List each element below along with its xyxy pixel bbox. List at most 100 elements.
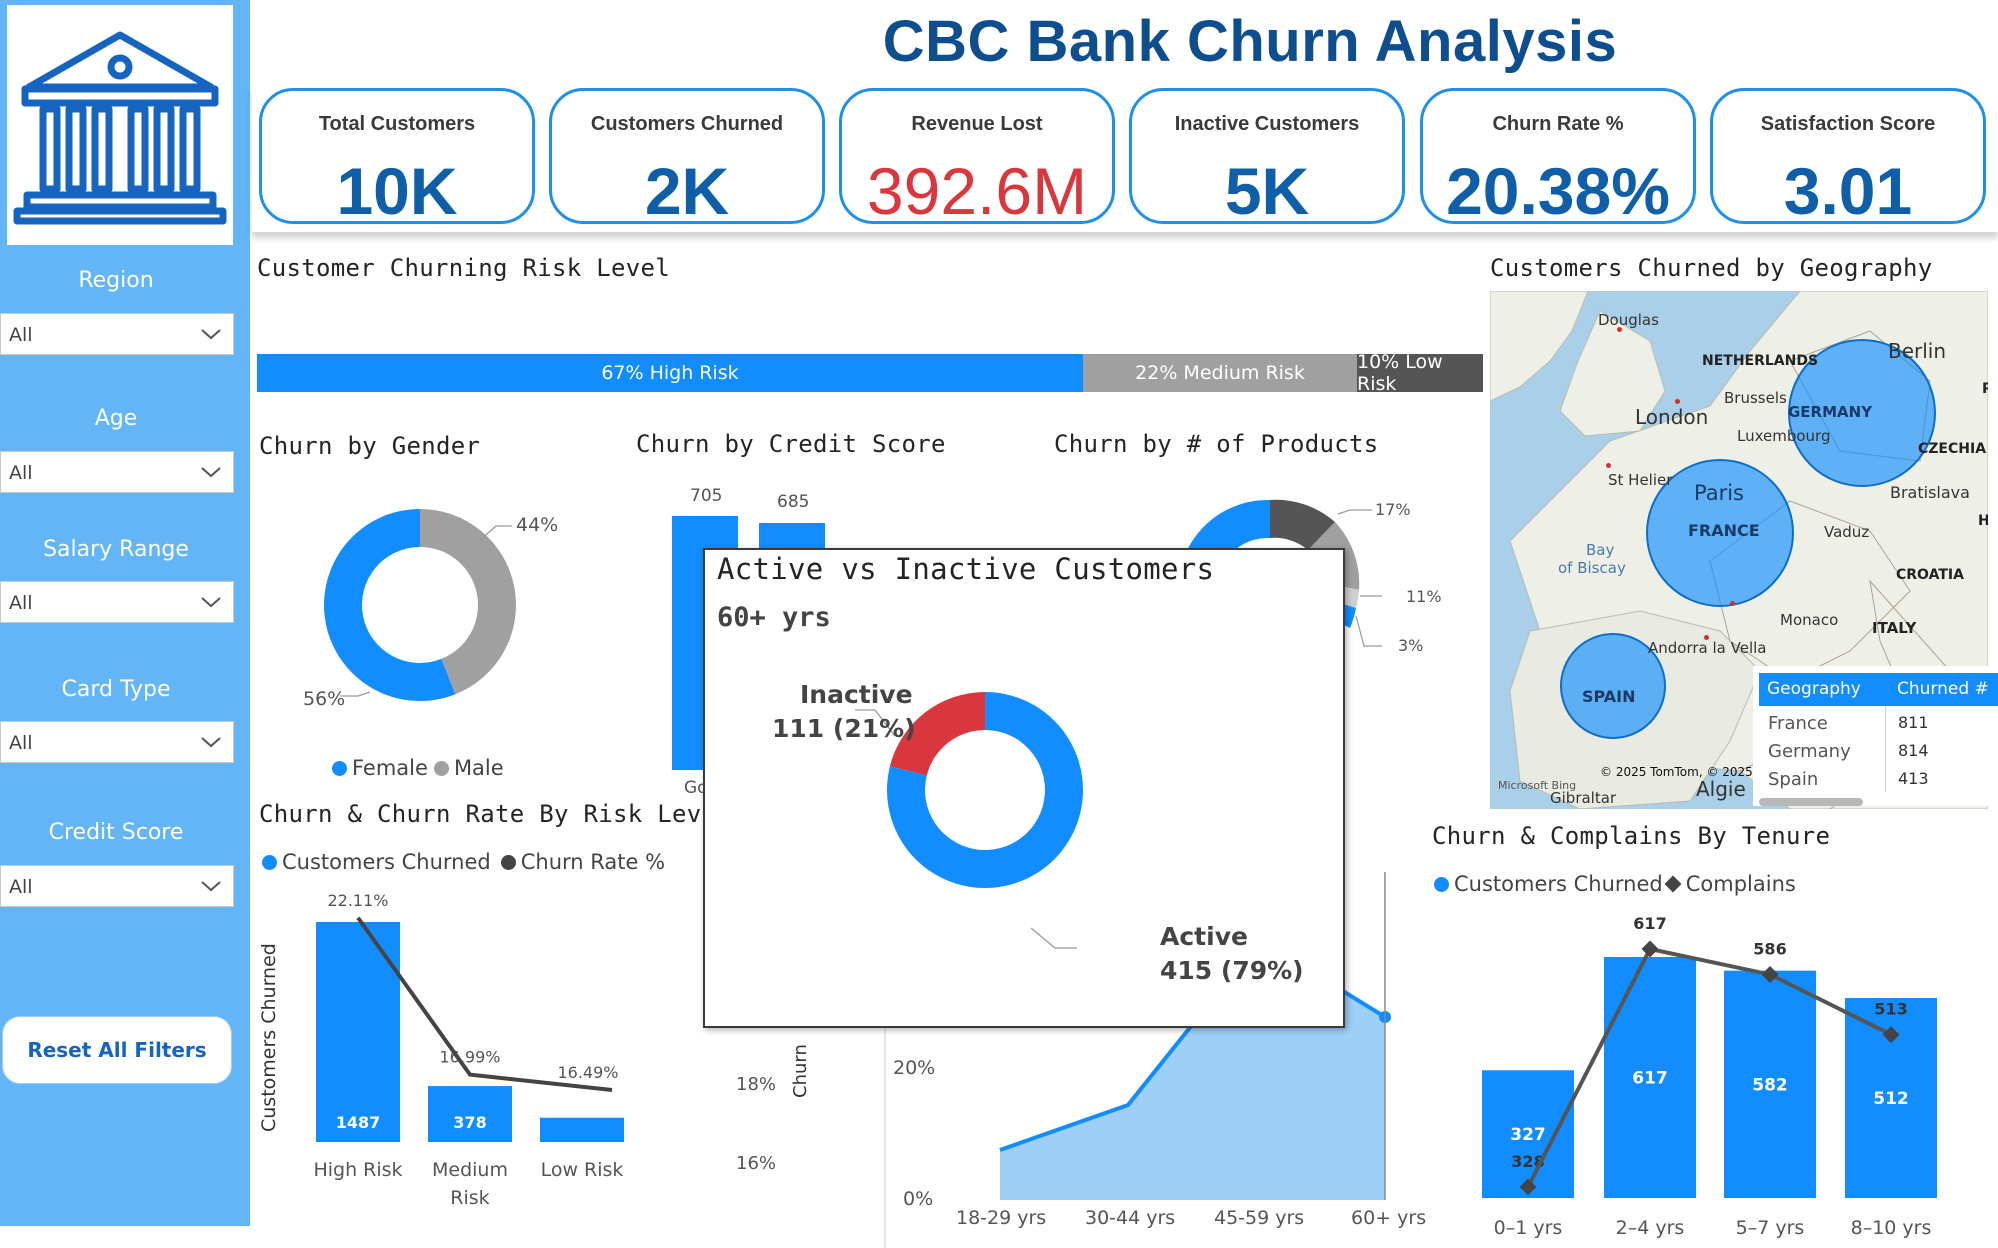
risk-rate-combo-chart: 1487 22.11% High Risk 378 16.99% Medium Risk 16… [313, 891, 624, 1209]
risk-rate-y-label: Customers Churned [258, 943, 280, 1132]
risk-bar[interactable] [540, 1117, 624, 1142]
map-label: Paris [1694, 481, 1744, 505]
age-x-label: 60+ yrs [1351, 1207, 1427, 1229]
map-label: Vaduz [1824, 523, 1870, 541]
map-label: Monaco [1780, 611, 1839, 629]
map-label: St Helier [1608, 471, 1673, 489]
kpi-label: Satisfaction Score [1760, 113, 1936, 135]
churn-rate-line[interactable] [356, 916, 613, 1092]
credit-bar-label: 685 [777, 492, 810, 512]
legend-female[interactable]: Female [352, 756, 428, 780]
map-attribution-tomtom: © 2025 TomTom, © 2025 [1600, 765, 1753, 779]
active-slice[interactable] [887, 692, 1083, 888]
kpi-card-customers-churned: Customers Churned 2K [549, 88, 825, 228]
tenure-x-label: 8–10 yrs [1851, 1217, 1932, 1239]
tenure-x-label: 2–4 yrs [1616, 1217, 1685, 1239]
kpi-value: 3.01 [1783, 154, 1913, 228]
risk-x-label: Low Risk [541, 1159, 624, 1181]
risk-rate-label: 16.49% [557, 1063, 618, 1082]
risk-x-label: Medium [432, 1159, 508, 1181]
chevron-down-icon [201, 329, 221, 340]
risk-segment-low[interactable]: 10% Low Risk [1357, 351, 1483, 395]
chevron-down-icon [201, 737, 221, 748]
city-dot [1606, 463, 1611, 468]
table-header-churned[interactable]: Churned # [1897, 679, 1989, 699]
legend-swatch-customers-churned [1434, 876, 1449, 892]
chevron-down-icon [201, 467, 221, 478]
legend-complains[interactable]: Complains [1685, 872, 1796, 896]
map-label: P [1982, 381, 1988, 397]
map-label: CZECHIA [1918, 441, 1987, 457]
salary-range-dropdown-value: All [9, 592, 33, 614]
tenure-bar-value: 512 [1873, 1089, 1909, 1109]
card-type-dropdown[interactable]: All [0, 721, 234, 763]
credit-chart-title: Churn by Credit Score [636, 430, 946, 458]
age-x-label: 18-29 yrs [956, 1207, 1047, 1229]
risk-x-label: High Risk [313, 1159, 402, 1181]
filter-sidebar: Region All Age All Salary Range All Card… [0, 0, 250, 1226]
products-label: 17% [1375, 500, 1411, 519]
tenure-bar[interactable] [1724, 970, 1816, 1198]
table-scrollbar[interactable] [1759, 798, 1863, 806]
kpi-value: 392.6M [866, 154, 1088, 228]
legend-churn-rate[interactable]: Churn Rate % [520, 850, 666, 874]
tenure-x-label: 0–1 yrs [1494, 1217, 1563, 1239]
salary-range-dropdown[interactable]: All [0, 581, 234, 623]
complains-line[interactable] [1526, 946, 1892, 1188]
complains-label: 513 [1874, 1000, 1907, 1019]
credit-score-dropdown-value: All [9, 876, 33, 898]
gender-slice-male[interactable] [420, 509, 517, 695]
tenure-x-label: 5–7 yrs [1736, 1217, 1805, 1239]
age-dropdown[interactable]: All [0, 451, 234, 493]
tenure-bar-value: 327 [1510, 1125, 1546, 1145]
risk-segment-medium[interactable]: 22% Medium Risk [1083, 354, 1357, 392]
table-cell: France [1768, 713, 1828, 734]
bank-logo [7, 5, 233, 245]
legend-swatch-female [332, 760, 347, 776]
products-slice[interactable] [1270, 499, 1335, 550]
map-label: Douglas [1598, 311, 1659, 329]
gender-slice-female[interactable] [324, 509, 456, 701]
credit-tick-label: Go [684, 778, 708, 798]
map-bubble-germany[interactable] [1788, 339, 1936, 487]
map-label: Berlin [1888, 339, 1947, 363]
table-header-geography[interactable]: Geography [1767, 679, 1861, 699]
filter-label-credit-score: Credit Score [48, 820, 184, 845]
tenure-legend: Customers Churned Complains [1434, 872, 1796, 896]
inactive-slice[interactable] [889, 692, 985, 776]
map-bubble-spain[interactable] [1560, 633, 1666, 739]
tenure-combo-chart: 327 328 0–1 yrs 617 617 2–4 yrs 582 586 5–7 yrs 5… [1482, 914, 1937, 1239]
age-y-label: 18% [736, 1074, 777, 1095]
region-dropdown[interactable]: All [0, 313, 234, 355]
legend-customers-churned[interactable]: Customers Churned [282, 850, 491, 874]
complains-label: 586 [1753, 939, 1786, 958]
active-inactive-donut [887, 692, 1083, 888]
chevron-down-icon [201, 597, 221, 608]
map-label: of Biscay [1558, 559, 1626, 577]
kpi-card-inactive-customers: Inactive Customers 5K [1129, 88, 1405, 228]
map-label: NETHERLANDS [1702, 353, 1819, 369]
risk-bar[interactable] [428, 1086, 512, 1142]
tooltip-active-vs-inactive: Active vs Inactive Customers 60+ yrs Ina… [703, 548, 1345, 1028]
filter-label-salary-range: Salary Range [43, 537, 189, 562]
risk-segment-high[interactable]: 67% High Risk [257, 354, 1083, 392]
risk-level-bar: 67% High Risk 22% Medium Risk 10% Low Ri… [257, 351, 1483, 395]
risk-bar[interactable] [316, 922, 400, 1142]
kpi-value: 5K [1224, 154, 1310, 228]
map-label: GERMANY [1788, 403, 1873, 421]
tenure-bar[interactable] [1604, 956, 1696, 1198]
page-title: CBC Bank Churn Analysis [882, 9, 1618, 74]
table-divider [1885, 706, 1886, 792]
map-bubble-france[interactable] [1646, 459, 1794, 607]
reset-all-filters-button[interactable]: Reset All Filters [2, 1016, 232, 1084]
legend-customers-churned[interactable]: Customers Churned [1454, 872, 1663, 896]
legend-male[interactable]: Male [453, 756, 504, 780]
risk-bar-value: 378 [453, 1113, 486, 1132]
tooltip-title: Active vs Inactive Customers [717, 552, 1215, 586]
tenure-chart-title: Churn & Complains By Tenure [1432, 822, 1831, 850]
credit-score-dropdown[interactable]: All [0, 865, 234, 907]
age-dropdown-value: All [9, 462, 33, 484]
tenure-bar[interactable] [1482, 1070, 1574, 1198]
complains-marker[interactable] [1641, 940, 1659, 958]
legend-swatch-customers-churned [262, 854, 277, 870]
